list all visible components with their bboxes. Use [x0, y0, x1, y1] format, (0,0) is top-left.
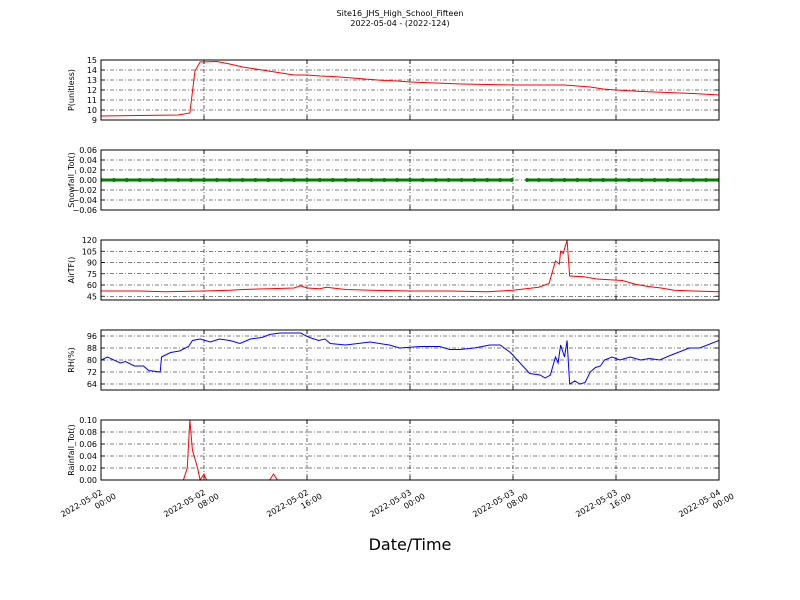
y-tick-label: 14 — [87, 66, 97, 75]
y-tick-label: 72 — [87, 368, 97, 377]
y-tick-label: 0.02 — [79, 464, 97, 473]
data-point — [536, 178, 541, 182]
y-tick-label: 0.06 — [79, 146, 97, 155]
data-point — [525, 178, 530, 182]
data-point — [588, 178, 593, 182]
y-tick-label: 0.06 — [79, 440, 97, 449]
y-axis-label: AirTF() — [67, 257, 76, 284]
data-point — [202, 178, 206, 182]
y-tick-label: −0.06 — [72, 206, 97, 215]
plot-frame — [100, 59, 720, 121]
plot-frame — [100, 419, 720, 481]
y-tick-label: −0.02 — [72, 186, 97, 195]
data-point — [704, 178, 709, 182]
y-axis-label: Rainfall_Tot() — [67, 424, 76, 476]
y-tick-label: 0.04 — [79, 156, 97, 165]
data-point — [111, 178, 116, 182]
data-point — [408, 178, 412, 182]
data-point — [176, 178, 181, 182]
data-point — [639, 178, 644, 182]
y-tick-label: 0.04 — [79, 452, 97, 461]
data-point — [549, 178, 554, 182]
data-point — [652, 178, 657, 182]
y-axis-label: P(unitless) — [67, 69, 76, 111]
data-point — [343, 178, 348, 182]
x-axis-label: Date/Time — [369, 535, 452, 554]
y-axis-label: RH(%) — [67, 347, 76, 372]
data-point — [292, 178, 297, 182]
y-tick-label: 120 — [82, 236, 97, 245]
y-tick-label: 13 — [87, 76, 97, 85]
data-point — [369, 178, 374, 182]
data-point — [279, 178, 284, 182]
data-point — [124, 178, 129, 182]
y-tick-label: 0.08 — [79, 428, 97, 437]
y-tick-label: 80 — [87, 356, 97, 365]
data-point — [214, 178, 219, 182]
y-tick-label: 45 — [87, 292, 97, 301]
data-point — [485, 178, 490, 182]
data-point — [266, 178, 271, 182]
y-tick-label: 0.10 — [79, 416, 97, 425]
data-point — [665, 178, 670, 182]
data-point — [575, 178, 580, 182]
data-point — [227, 178, 232, 182]
data-point — [163, 178, 168, 182]
data-point — [305, 178, 309, 182]
data-line — [101, 60, 719, 117]
data-point — [459, 178, 464, 182]
data-point — [691, 178, 696, 182]
data-point — [382, 178, 387, 182]
y-tick-label: 11 — [87, 96, 97, 105]
figure-subtitle: 2022-05-04 - (2022-124) — [350, 19, 449, 28]
data-point — [356, 178, 361, 182]
data-line — [101, 332, 719, 385]
y-tick-label: 15 — [87, 56, 97, 65]
y-tick-label: 0.02 — [79, 166, 97, 175]
series-group — [101, 239, 719, 293]
y-axis-label: Snowfall_Tot() — [67, 152, 76, 208]
y-tick-label: 12 — [87, 86, 97, 95]
data-point — [189, 178, 194, 182]
plot-frame — [100, 239, 720, 301]
data-point — [562, 178, 567, 182]
data-line — [101, 239, 719, 293]
data-point — [626, 178, 631, 182]
y-tick-label: 75 — [87, 270, 97, 279]
data-point — [433, 178, 438, 182]
data-point — [395, 178, 400, 182]
data-point — [137, 178, 142, 182]
y-tick-label: 60 — [87, 281, 97, 290]
y-tick-label: 10 — [87, 106, 97, 115]
data-point — [253, 178, 258, 182]
figure-title: Site16_JHS_High_School_Fifteen — [337, 9, 464, 18]
data-point — [678, 178, 683, 182]
data-point — [509, 178, 514, 182]
y-tick-label: 0.00 — [79, 476, 97, 485]
data-point — [317, 178, 322, 182]
data-point — [601, 178, 606, 182]
plot-frame — [100, 149, 720, 211]
data-point — [240, 178, 245, 182]
series-group — [101, 60, 719, 117]
data-point — [420, 178, 425, 182]
plot-frame — [100, 329, 720, 391]
data-point — [498, 178, 503, 182]
y-tick-label: 105 — [82, 247, 97, 256]
y-tick-label: −0.04 — [72, 196, 97, 205]
data-point — [330, 178, 335, 182]
y-tick-label: 96 — [87, 332, 97, 341]
data-point — [150, 178, 155, 182]
series-group — [101, 332, 719, 385]
y-tick-label: 64 — [87, 380, 97, 389]
y-tick-label: 9 — [92, 116, 97, 125]
data-point — [614, 178, 618, 182]
data-point — [446, 178, 451, 182]
y-tick-label: 90 — [87, 259, 97, 268]
y-tick-label: 88 — [87, 344, 97, 353]
y-tick-label: 0.00 — [79, 176, 97, 185]
series-group — [101, 178, 719, 182]
data-point — [472, 178, 477, 182]
